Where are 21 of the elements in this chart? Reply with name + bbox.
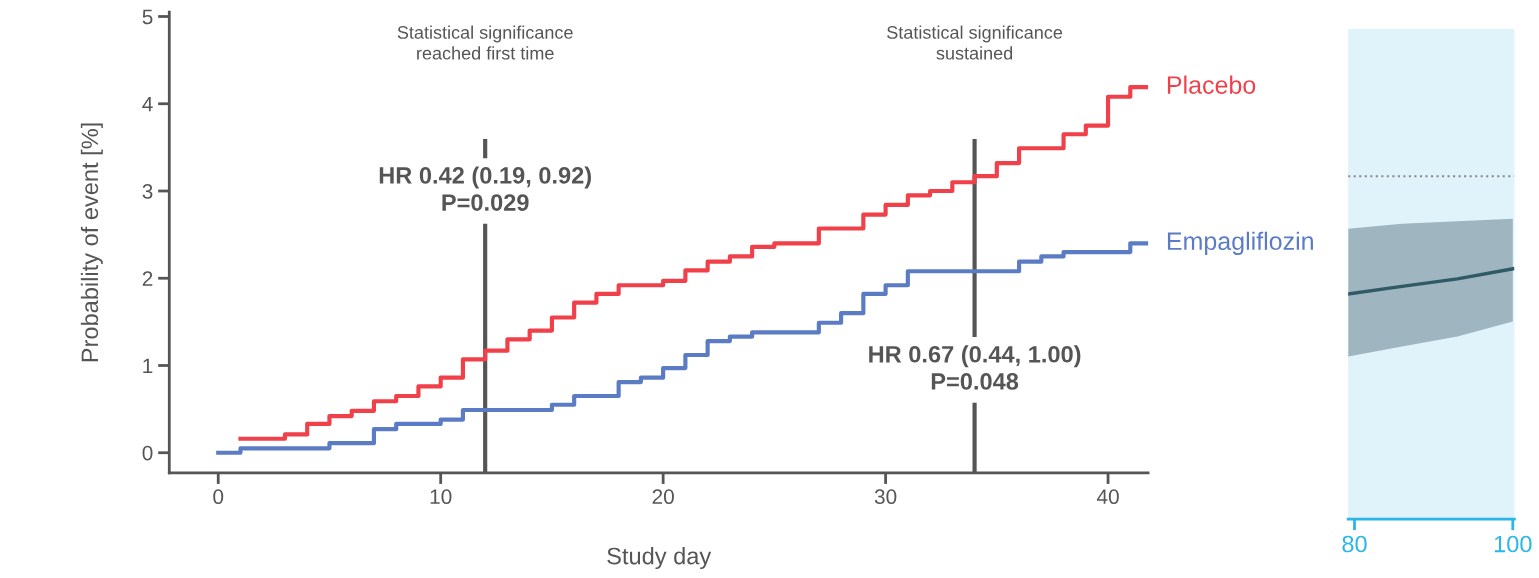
y-tick-label: 0 [142,445,153,461]
x-tick-label: 10 [430,489,452,505]
x-tick-label: 100 [1494,535,1532,553]
y-tick-label: 1 [143,358,153,374]
x-tick-label: 0 [213,489,224,505]
x-axis-title: Study day [607,547,712,570]
x-tick-label: 30 [874,489,897,505]
annotation: HR 0.42 (0.19, 0.92) P=0.029 [379,166,591,211]
y-tick-label: 2 [142,271,153,286]
annotation: Statistical significance reached first time [397,25,573,60]
x-tick-label: 80 [1342,535,1367,553]
annotation: HR 0.67 (0.44, 1.00) P=0.048 [869,345,1081,390]
y-axis-title: Probability of event [%] [80,123,103,362]
y-tick-label: 4 [142,96,153,112]
x-tick-label: 20 [652,489,674,505]
y-tick-label: 3 [142,184,153,199]
x-tick-label: 40 [1096,489,1119,505]
series-label: Empagliflozin [1167,231,1313,255]
annotation: Statistical significance sustained [887,25,1063,60]
y-tick-label: 5 [142,9,153,25]
series-label: Placebo [1167,75,1256,94]
